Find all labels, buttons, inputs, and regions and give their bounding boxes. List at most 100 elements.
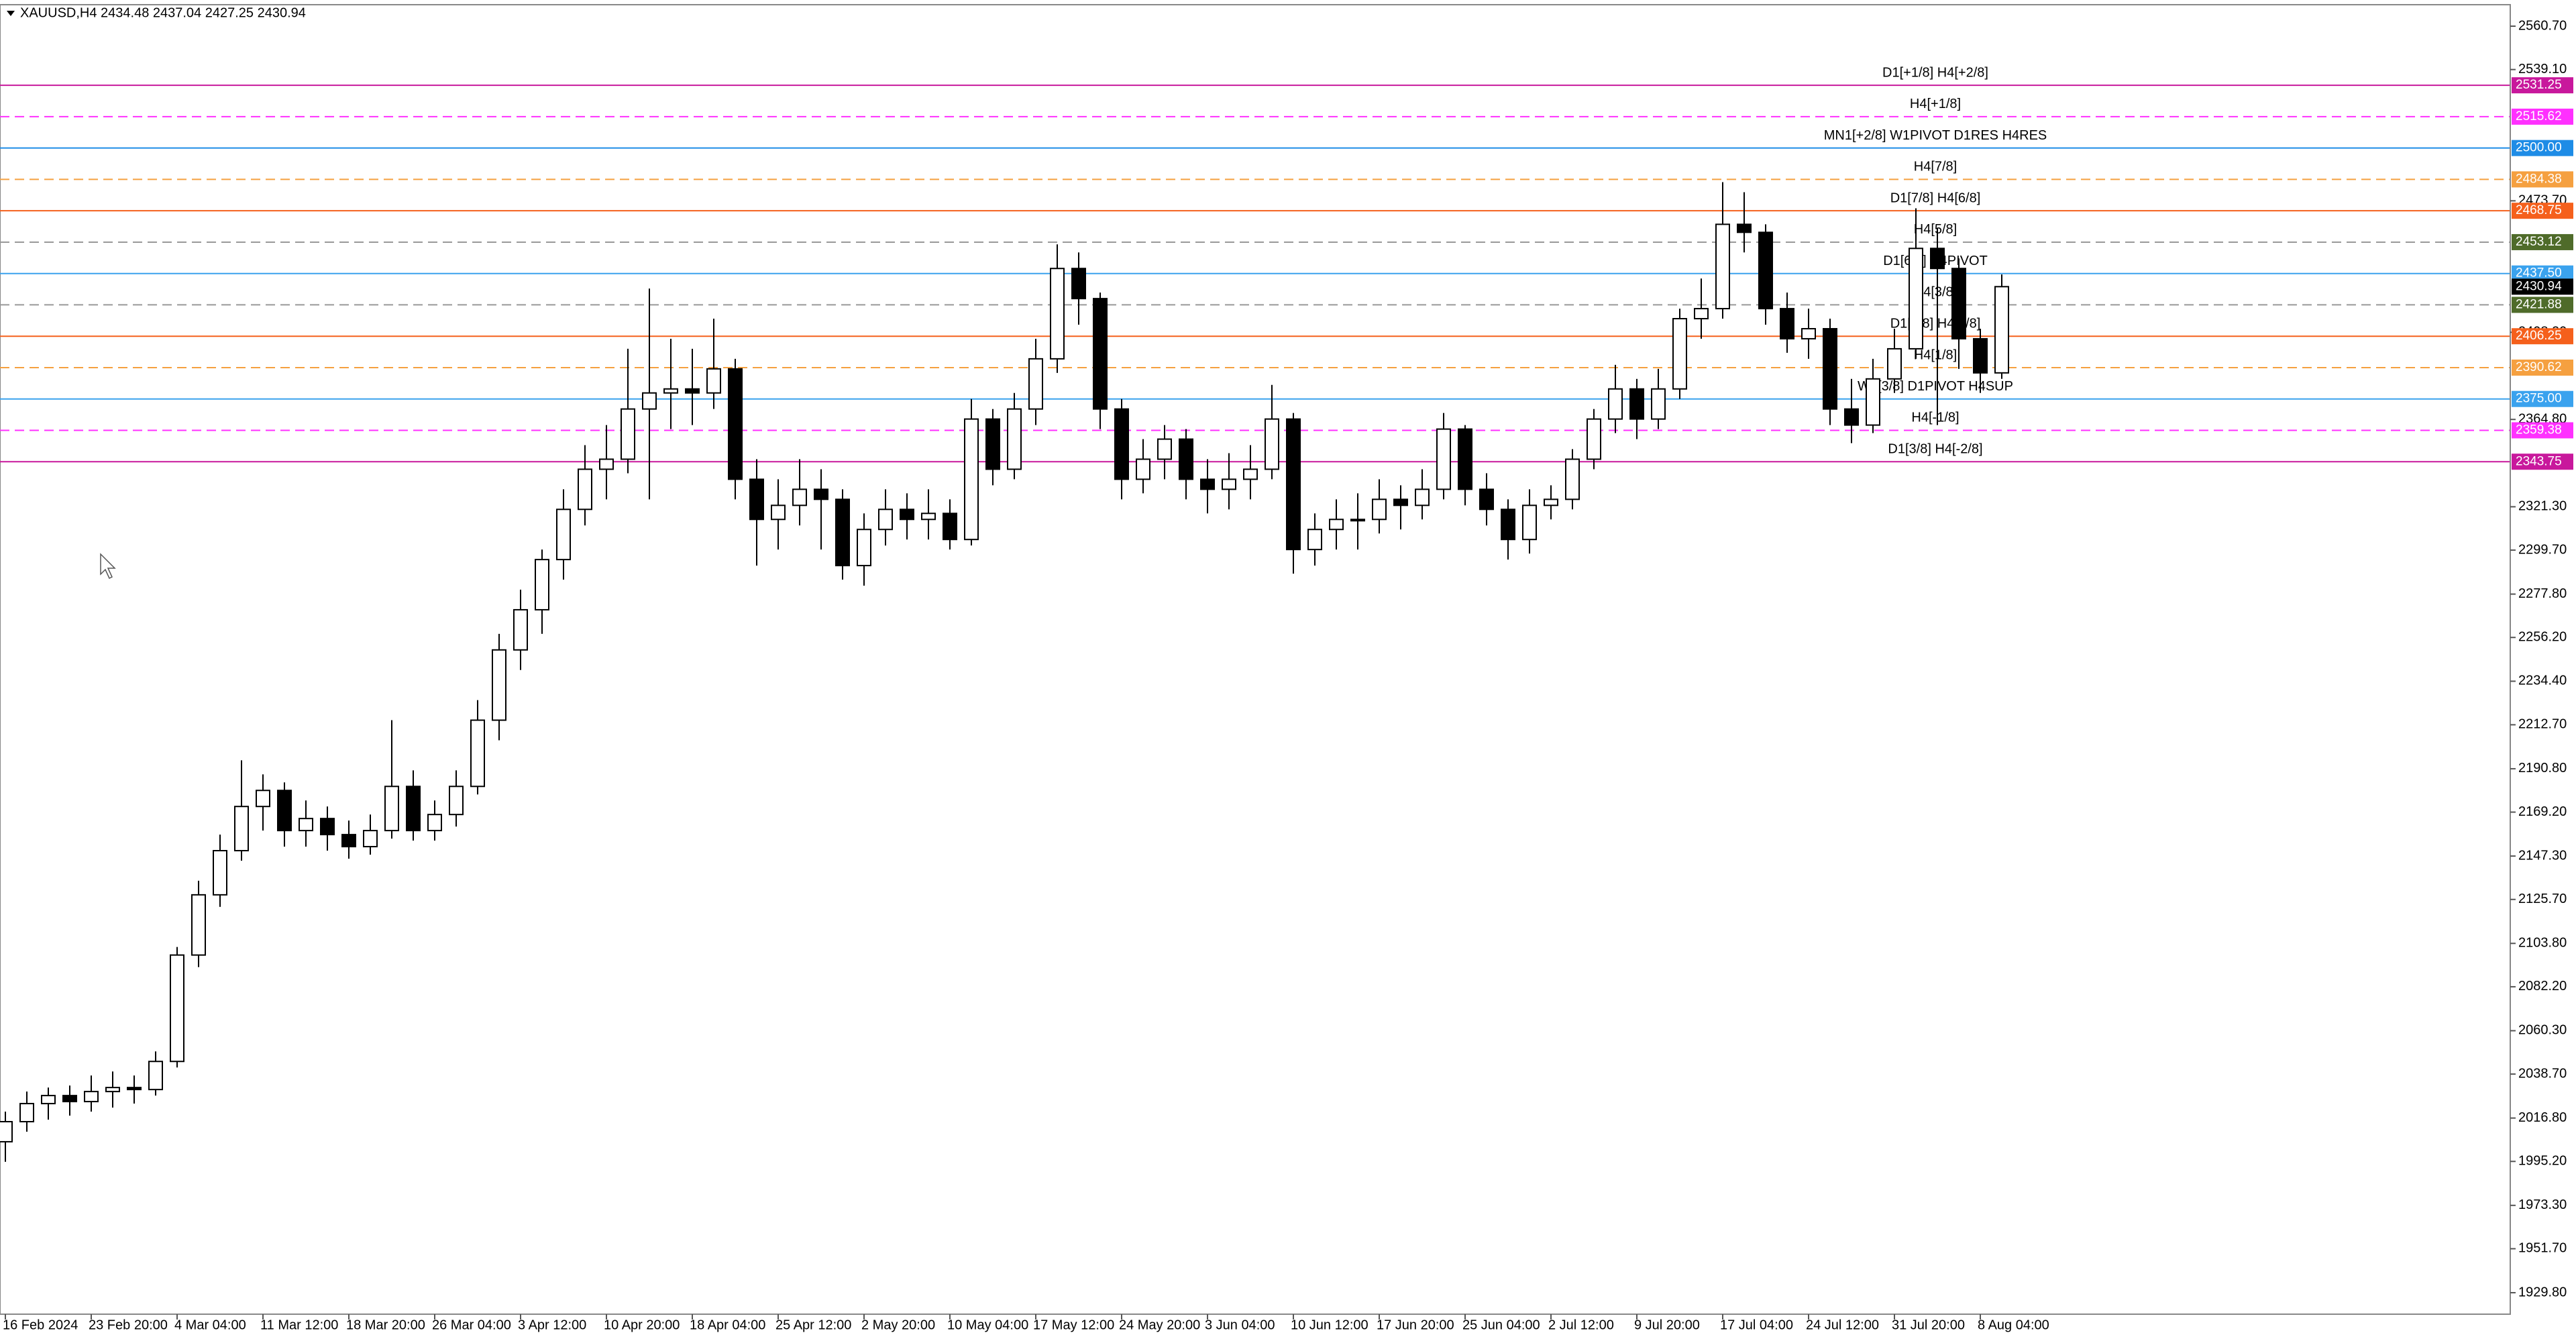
level-label: D1[5/8] H4[2/8]: [1890, 316, 1981, 331]
price-badge: [2512, 233, 2573, 250]
candle-body: [19, 1103, 34, 1123]
y-tick-label: 2277.80: [2518, 586, 2567, 601]
x-tick-label: 23 Feb 20:00: [89, 1318, 168, 1332]
y-tick-label: 2169.20: [2518, 804, 2567, 819]
x-tick-label: 16 Feb 2024: [3, 1318, 78, 1332]
axes: 2560.702539.102473.702408.202364.802321.…: [0, 5, 2573, 1332]
price-badge-label: 2343.75: [2516, 454, 2562, 468]
candle-body: [1114, 408, 1129, 480]
level-label: H4[7/8]: [1914, 160, 1957, 174]
candle-body: [1629, 388, 1644, 420]
price-badge-label: 2421.88: [2516, 297, 2562, 311]
candle-body: [0, 1121, 13, 1142]
x-tick-label: 24 May 20:00: [1119, 1318, 1200, 1332]
price-badge-label: 2484.38: [2516, 172, 2562, 186]
candle-body: [1651, 388, 1666, 420]
y-tick-label: 1995.20: [2518, 1154, 2567, 1169]
x-tick-label: 26 Mar 04:00: [432, 1318, 511, 1332]
candle-body: [1801, 327, 1816, 339]
price-badge: [2512, 77, 2573, 94]
candle-body: [578, 468, 592, 511]
x-tick-label: 10 Jun 12:00: [1291, 1318, 1368, 1332]
levels: D1[+1/8] H4[+2/8] H4[+1/8] MN1[+2/8] W1PIV…: [0, 65, 2510, 463]
y-tick-label: 2147.30: [2518, 848, 2567, 863]
candle-body: [62, 1095, 77, 1103]
last-price-label: 2430.94: [2516, 279, 2562, 293]
candle-body: [299, 818, 313, 832]
price-badge-label: 2390.62: [2516, 360, 2562, 374]
chart-header: XAUUSD,H4 2434.48 2437.04 2427.25 2430.9…: [20, 5, 306, 20]
candle-body: [320, 818, 335, 836]
candle-body: [964, 418, 979, 541]
y-tick-label: 2212.70: [2518, 717, 2567, 732]
candle-body: [1286, 418, 1301, 551]
x-tick-label: 10 Apr 20:00: [604, 1318, 680, 1332]
candle-body: [1994, 286, 2009, 374]
y-tick-label: 2234.40: [2518, 674, 2567, 688]
candle-body: [1222, 478, 1236, 490]
y-tick-label: 2103.80: [2518, 936, 2567, 951]
y-tick-label: 2190.80: [2518, 761, 2567, 775]
candle-body: [535, 559, 549, 610]
price-badge-label: 2359.38: [2516, 423, 2562, 437]
candle-body: [1930, 248, 1945, 270]
candle-body: [363, 830, 378, 848]
price-badge-label: 2500.00: [2516, 141, 2562, 155]
candle-body: [1157, 438, 1172, 460]
candle-body: [84, 1091, 99, 1103]
x-tick-label: 4 Mar 04:00: [174, 1318, 246, 1332]
mouse-cursor: [100, 553, 116, 580]
candle-body: [1565, 458, 1580, 500]
menu-arrow[interactable]: [7, 11, 15, 16]
candle-body: [492, 649, 506, 721]
price-badge: [2512, 328, 2573, 345]
candle-body: [1329, 519, 1344, 531]
candle-body: [1479, 488, 1494, 511]
candle-body: [1243, 468, 1258, 480]
candle-body: [857, 529, 871, 567]
candle-body: [449, 786, 464, 816]
y-tick-label: 2539.10: [2518, 62, 2567, 76]
y-tick-label: 2299.70: [2518, 542, 2567, 557]
level-label: H4[5/8]: [1914, 222, 1957, 237]
candle-body: [1694, 308, 1709, 320]
level-label: H4[1/8]: [1914, 347, 1957, 362]
candle-body: [749, 478, 764, 521]
price-badge-label: 2453.12: [2516, 235, 2562, 249]
price-badge: [2512, 108, 2573, 125]
candle-body: [1372, 498, 1387, 521]
candle-body: [513, 608, 528, 651]
y-tick-label: 2321.30: [2518, 499, 2567, 514]
price-badge-label: 2531.25: [2516, 78, 2562, 92]
level-label: D1[+1/8] H4[+2/8]: [1882, 65, 1988, 80]
candle-body: [792, 488, 807, 506]
candle-body: [1672, 318, 1687, 390]
price-badge: [2512, 140, 2573, 156]
x-tick-label: 11 Mar 12:00: [260, 1318, 338, 1332]
y-tick-label: 2256.20: [2518, 630, 2567, 645]
price-badge: [2512, 390, 2573, 407]
candle-body: [1093, 298, 1108, 410]
candle-body: [1050, 268, 1065, 360]
candle-body: [685, 388, 700, 394]
candle-body: [556, 508, 571, 561]
candle-body: [1780, 308, 1794, 339]
candle-body: [621, 408, 635, 460]
y-tick-label: 2125.70: [2518, 892, 2567, 906]
candle-body: [277, 790, 292, 832]
candle-body: [1973, 337, 1988, 374]
x-tick-label: 25 Apr 12:00: [775, 1318, 851, 1332]
candle-body: [170, 954, 184, 1063]
x-tick-label: 9 Jul 20:00: [1634, 1318, 1700, 1332]
price-badge: [2512, 171, 2573, 188]
y-tick-label: 2560.70: [2518, 18, 2567, 33]
candle-body: [706, 368, 721, 394]
candle-body: [384, 786, 399, 832]
candle-body: [900, 508, 914, 521]
candle-body: [1436, 428, 1451, 490]
price-badge: [2512, 297, 2573, 313]
candle-body: [1608, 388, 1623, 420]
candle-body: [771, 504, 786, 521]
